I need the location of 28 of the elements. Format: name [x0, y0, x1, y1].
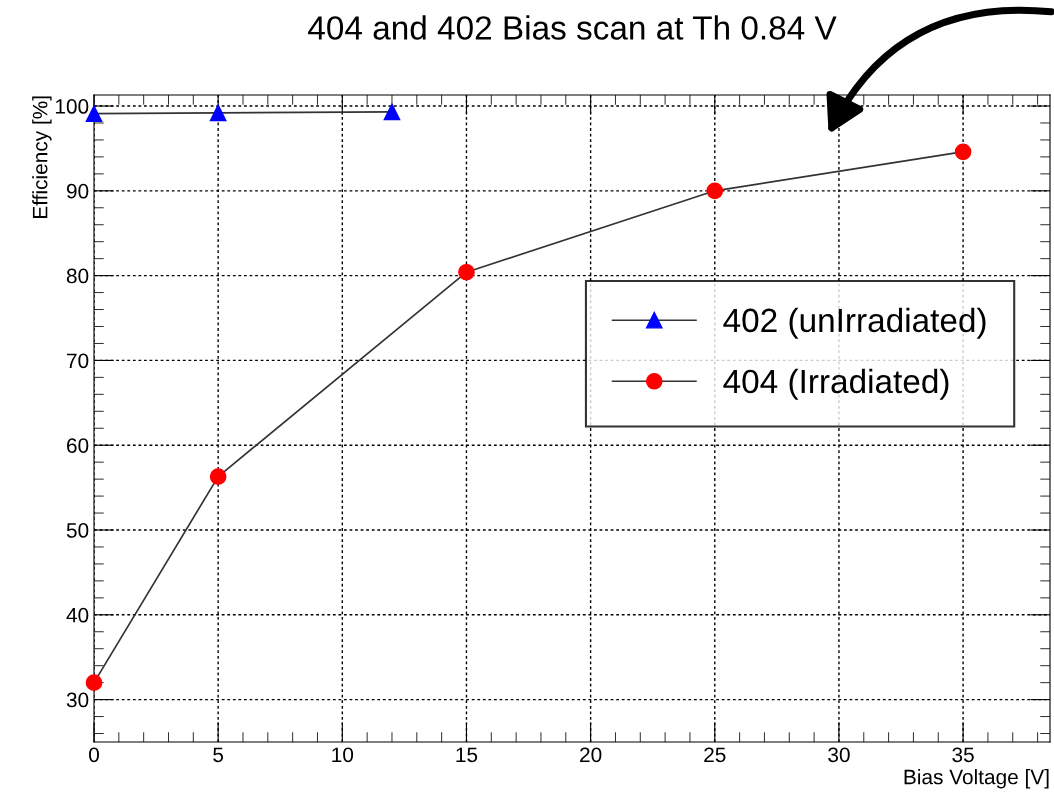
y-tick-label: 80: [66, 268, 89, 284]
legend-label: 404 (Irradiated): [723, 368, 949, 400]
y-axis-title: Efficiency [%]: [32, 96, 52, 218]
point: [85, 674, 103, 691]
point: [458, 263, 475, 281]
point: [209, 468, 227, 485]
chart-title: 404 and 402 Bias scan at Th 0.84 V: [308, 15, 837, 40]
y-tick-label: 90: [66, 183, 89, 199]
x-tick-label: 5: [213, 747, 224, 763]
y-tick-label: 100: [55, 99, 89, 114]
x-tick-label: 10: [332, 747, 354, 763]
point: [954, 143, 972, 161]
x-tick-label: 25: [704, 747, 726, 763]
point: [706, 182, 724, 200]
y-tick-label: 50: [66, 523, 89, 538]
legend-label: 402 (unIrradiated): [723, 307, 986, 339]
x-tick-label: 15: [456, 747, 478, 763]
y-tick-label: 30: [66, 692, 89, 708]
point: [383, 103, 401, 121]
x-tick-label: 0: [89, 747, 99, 763]
y-tick-label: 70: [67, 353, 89, 369]
point: [209, 104, 227, 122]
y-tick-label: 40: [66, 607, 89, 623]
x-tick-label: 35: [952, 747, 974, 763]
x-tick-label: 20: [580, 747, 602, 763]
y-tick-label: 60: [67, 438, 89, 453]
x-tick-label: 30: [828, 747, 850, 763]
x-axis-title: Bias Voltage [V]: [904, 769, 1049, 789]
